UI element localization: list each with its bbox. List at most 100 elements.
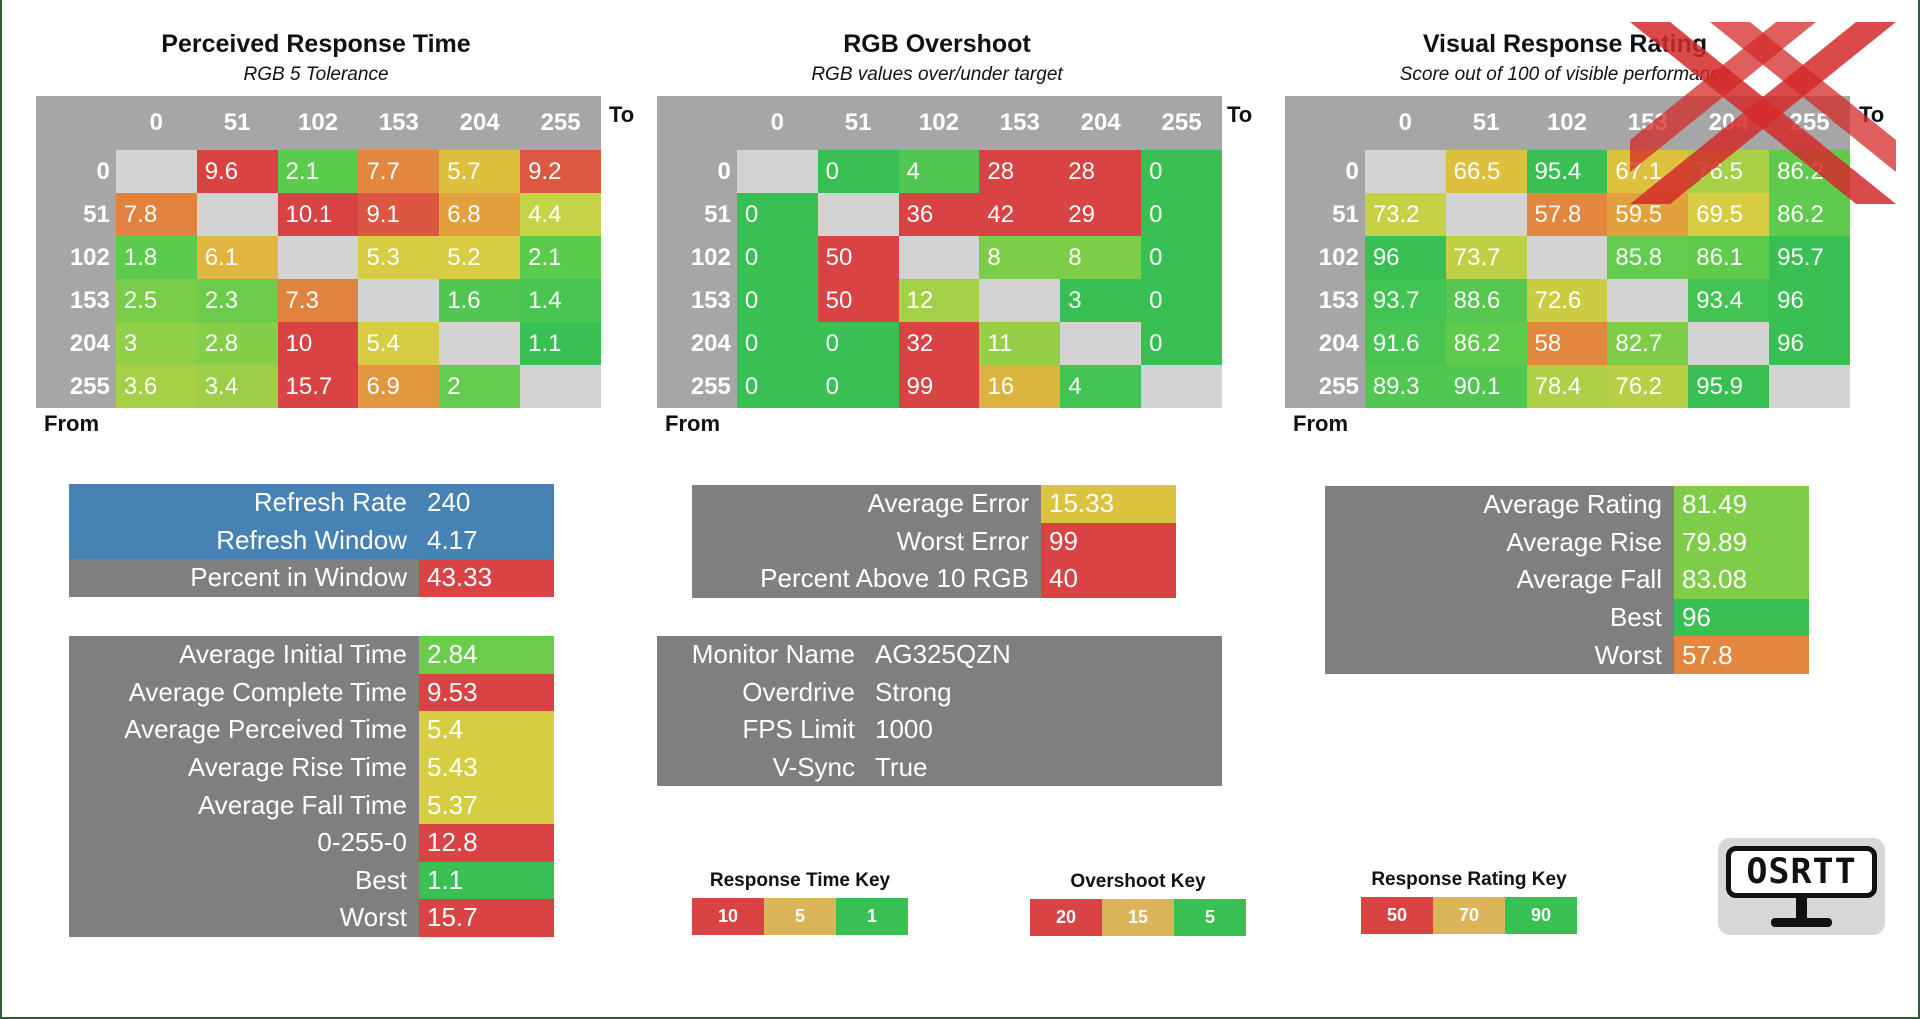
stat-row: Average Fall 83.08 (1325, 561, 1809, 599)
row-header: 102 (1318, 243, 1359, 271)
heatmap-cell: 95.9 (1688, 365, 1770, 408)
heatmap-cell: 15.7 (277, 365, 359, 408)
stat-row: Average Initial Time 2.84 (69, 636, 554, 674)
axis-from-label: From (44, 411, 99, 436)
heatmap-cell: 78.4 (1526, 365, 1608, 408)
row-header: 153 (690, 286, 731, 314)
stat-label: Refresh Window (216, 524, 407, 555)
perceived-response-time-heatmap: 0 51 102 153 204 255 0 9.6 2.1 7.7 5.7 9.2 51 7.8 10.1… (36, 96, 601, 408)
stat-value: 240 (427, 487, 471, 518)
info-label: V-Sync (772, 751, 855, 782)
heatmap-cell: 1.4 (520, 279, 601, 322)
heatmap-cell: 95.7 (1769, 236, 1850, 279)
heatmap-cell (277, 236, 359, 279)
heatmap-cell: 32 (898, 322, 980, 365)
stat-label: Average Error (867, 488, 1029, 519)
heatmap-cell: 0 (736, 279, 818, 322)
column-header: 153 (378, 109, 419, 136)
axis-to-label: To (1227, 102, 1253, 127)
heatmap-cell (1688, 322, 1770, 365)
stat-value: 40 (1041, 560, 1176, 598)
heatmap-cell: 2.1 (520, 236, 601, 279)
stat-row: Refresh Rate 240 (69, 484, 554, 522)
heatmap-row: 153 2.5 2.3 7.3 1.6 1.4 (36, 279, 601, 322)
row-header: 204 (690, 329, 731, 357)
column-header: 153 (999, 109, 1040, 136)
heatmap-cell: 69.5 (1688, 193, 1770, 236)
stat-label: Average Complete Time (128, 676, 407, 707)
stat-value: 1.1 (419, 861, 554, 900)
column-header: 102 (918, 109, 959, 136)
heatmap-row: 51 7.8 10.1 9.1 6.8 4.4 (36, 193, 601, 236)
stat-label: Average Rating (1483, 489, 1662, 520)
row-header: 255 (69, 372, 110, 400)
column-header: 255 (540, 109, 581, 136)
key-cell: 5 (764, 898, 836, 935)
stat-value: 12.8 (419, 823, 554, 862)
logo-text: OSRTT (1726, 846, 1877, 898)
stat-label: Average Fall Time (197, 789, 407, 820)
axis-to-label: To (609, 102, 635, 127)
heatmap-cell: 1.1 (520, 322, 601, 365)
heatmap-cell: 0 (817, 322, 899, 365)
stat-row: Average Rise Time 5.43 (69, 748, 554, 787)
stat-value: 43.33 (419, 559, 554, 597)
heatmap-cell: 93.7 (1364, 279, 1446, 322)
heatmap-cell: 50 (817, 279, 899, 322)
column-header: 204 (1080, 109, 1121, 136)
stat-value: 79.89 (1674, 523, 1809, 562)
refresh-stats-box: Refresh Rate 240 Refresh Window 4.17 Percent… (69, 484, 554, 597)
heatmap-cell: 2.3 (196, 279, 278, 322)
heatmap-cell: 73.2 (1364, 193, 1446, 236)
stat-row: 0-255-0 12.8 (69, 823, 554, 862)
heatmap-cell (1526, 236, 1608, 279)
heatmap-cell: 2 (439, 365, 521, 408)
heatmap-cell: 4 (898, 150, 980, 193)
heatmap-cell (1060, 322, 1142, 365)
heatmap-row: 255 3.6 3.4 15.7 6.9 2 (36, 365, 601, 408)
heatmap-cell (520, 365, 601, 408)
heatmap-cell: 0 (817, 150, 899, 193)
heatmap-cell: 96 (1769, 322, 1850, 365)
stat-value: 99 (1041, 522, 1176, 561)
stat-row: Best 1.1 (69, 861, 554, 900)
heatmap-cell: 1.6 (439, 279, 521, 322)
info-value: AG325QZN (875, 639, 1011, 670)
heatmap-cell: 6.1 (196, 236, 278, 279)
info-row: V-Sync True (657, 749, 1222, 787)
timing-stats-box: Average Initial Time 2.84 Average Complete… (69, 636, 554, 937)
stat-row: Worst Error 99 (692, 522, 1176, 561)
column-header: 0 (1398, 109, 1412, 136)
stat-value: 5.43 (419, 748, 554, 787)
heatmap-cell: 12 (898, 279, 980, 322)
stat-label: Average Initial Time (179, 639, 407, 670)
heatmap-title: Perceived Response Time (161, 30, 471, 58)
heatmap-cell (979, 279, 1061, 322)
heatmap-cell: 73.7 (1445, 236, 1527, 279)
heatmap-cell: 0 (1141, 279, 1222, 322)
heatmap-cell: 58 (1526, 322, 1608, 365)
stat-row: Average Rating 81.49 (1325, 486, 1809, 524)
heatmap-subtitle: RGB 5 Tolerance (243, 64, 389, 85)
rating-stats-box: Average Rating 81.49 Average Rise 79.89 Aver… (1325, 486, 1809, 674)
info-row: FPS Limit 1000 (657, 711, 1222, 749)
overshoot-stats-box: Average Error 15.33 Worst Error 99 Percent A… (692, 485, 1176, 598)
heatmap-cell: 6.8 (439, 193, 521, 236)
stat-value: 15.33 (1041, 485, 1176, 523)
heatmap-row: 255 0 0 99 16 4 (657, 365, 1222, 408)
stat-label: Average Rise (1506, 526, 1662, 557)
row-header: 51 (704, 200, 731, 228)
heatmap-cell: 86.2 (1769, 193, 1850, 236)
row-header: 0 (717, 157, 731, 185)
heatmap-corner (1285, 96, 1365, 150)
info-label: Overdrive (742, 676, 855, 707)
heatmap-cell: 0 (736, 236, 818, 279)
heatmap-cell: 16 (979, 365, 1061, 408)
stat-label: Average Fall (1516, 564, 1663, 595)
heatmap-cell: 0 (817, 365, 899, 408)
row-header: 255 (690, 372, 731, 400)
heatmap-row: 102 96 73.7 85.8 86.1 95.7 (1285, 236, 1850, 279)
heatmap-cell: 7.7 (358, 150, 440, 193)
stat-row: Average Perceived Time 5.4 (69, 711, 554, 749)
heatmap-cell: 3.6 (115, 365, 197, 408)
